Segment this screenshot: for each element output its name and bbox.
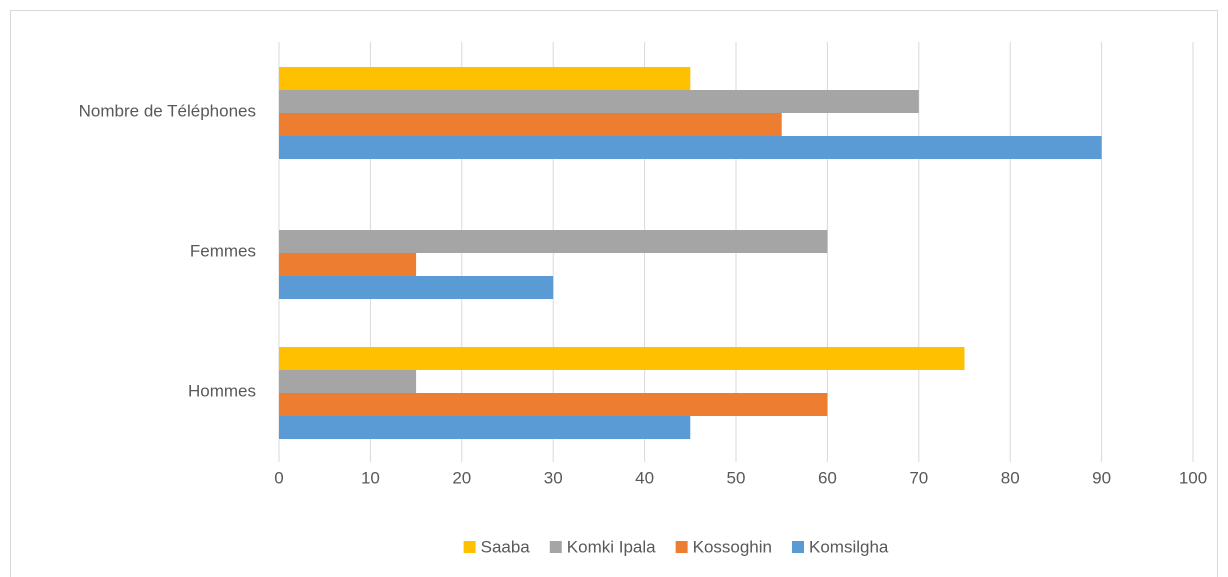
x-tick-label: 30 — [544, 468, 563, 487]
x-tick-label: 70 — [909, 468, 928, 487]
legend-label: Komsilgha — [809, 537, 889, 556]
x-tick-label: 50 — [727, 468, 746, 487]
bar — [279, 276, 554, 299]
y-tick-label: Nombre de Téléphones — [79, 101, 256, 120]
bar — [279, 67, 691, 90]
y-tick-label: Femmes — [190, 241, 256, 260]
x-tick-label: 80 — [1001, 468, 1020, 487]
bar — [279, 113, 782, 136]
bar — [279, 90, 919, 113]
legend-label: Saaba — [481, 537, 531, 556]
x-tick-label: 40 — [635, 468, 654, 487]
legend-label: Kossoghin — [693, 537, 772, 556]
legend-swatch — [549, 541, 562, 553]
bar — [279, 230, 828, 253]
x-tick-label: 60 — [818, 468, 837, 487]
x-tick-label: 0 — [274, 468, 283, 487]
x-tick-label: 90 — [1092, 468, 1111, 487]
legend-swatch — [675, 541, 688, 553]
bar — [279, 416, 691, 439]
bar — [279, 393, 828, 416]
legend-swatch — [792, 541, 805, 553]
x-tick-label: 100 — [1179, 468, 1207, 487]
bar — [279, 347, 965, 370]
x-tick-label: 10 — [361, 468, 380, 487]
bar — [279, 253, 417, 276]
legend-swatch — [463, 541, 476, 553]
bar — [279, 136, 1102, 159]
legend-label: Komki Ipala — [567, 537, 656, 556]
x-tick-label: 20 — [452, 468, 471, 487]
bar — [279, 370, 417, 393]
y-tick-label: Hommes — [188, 381, 256, 400]
